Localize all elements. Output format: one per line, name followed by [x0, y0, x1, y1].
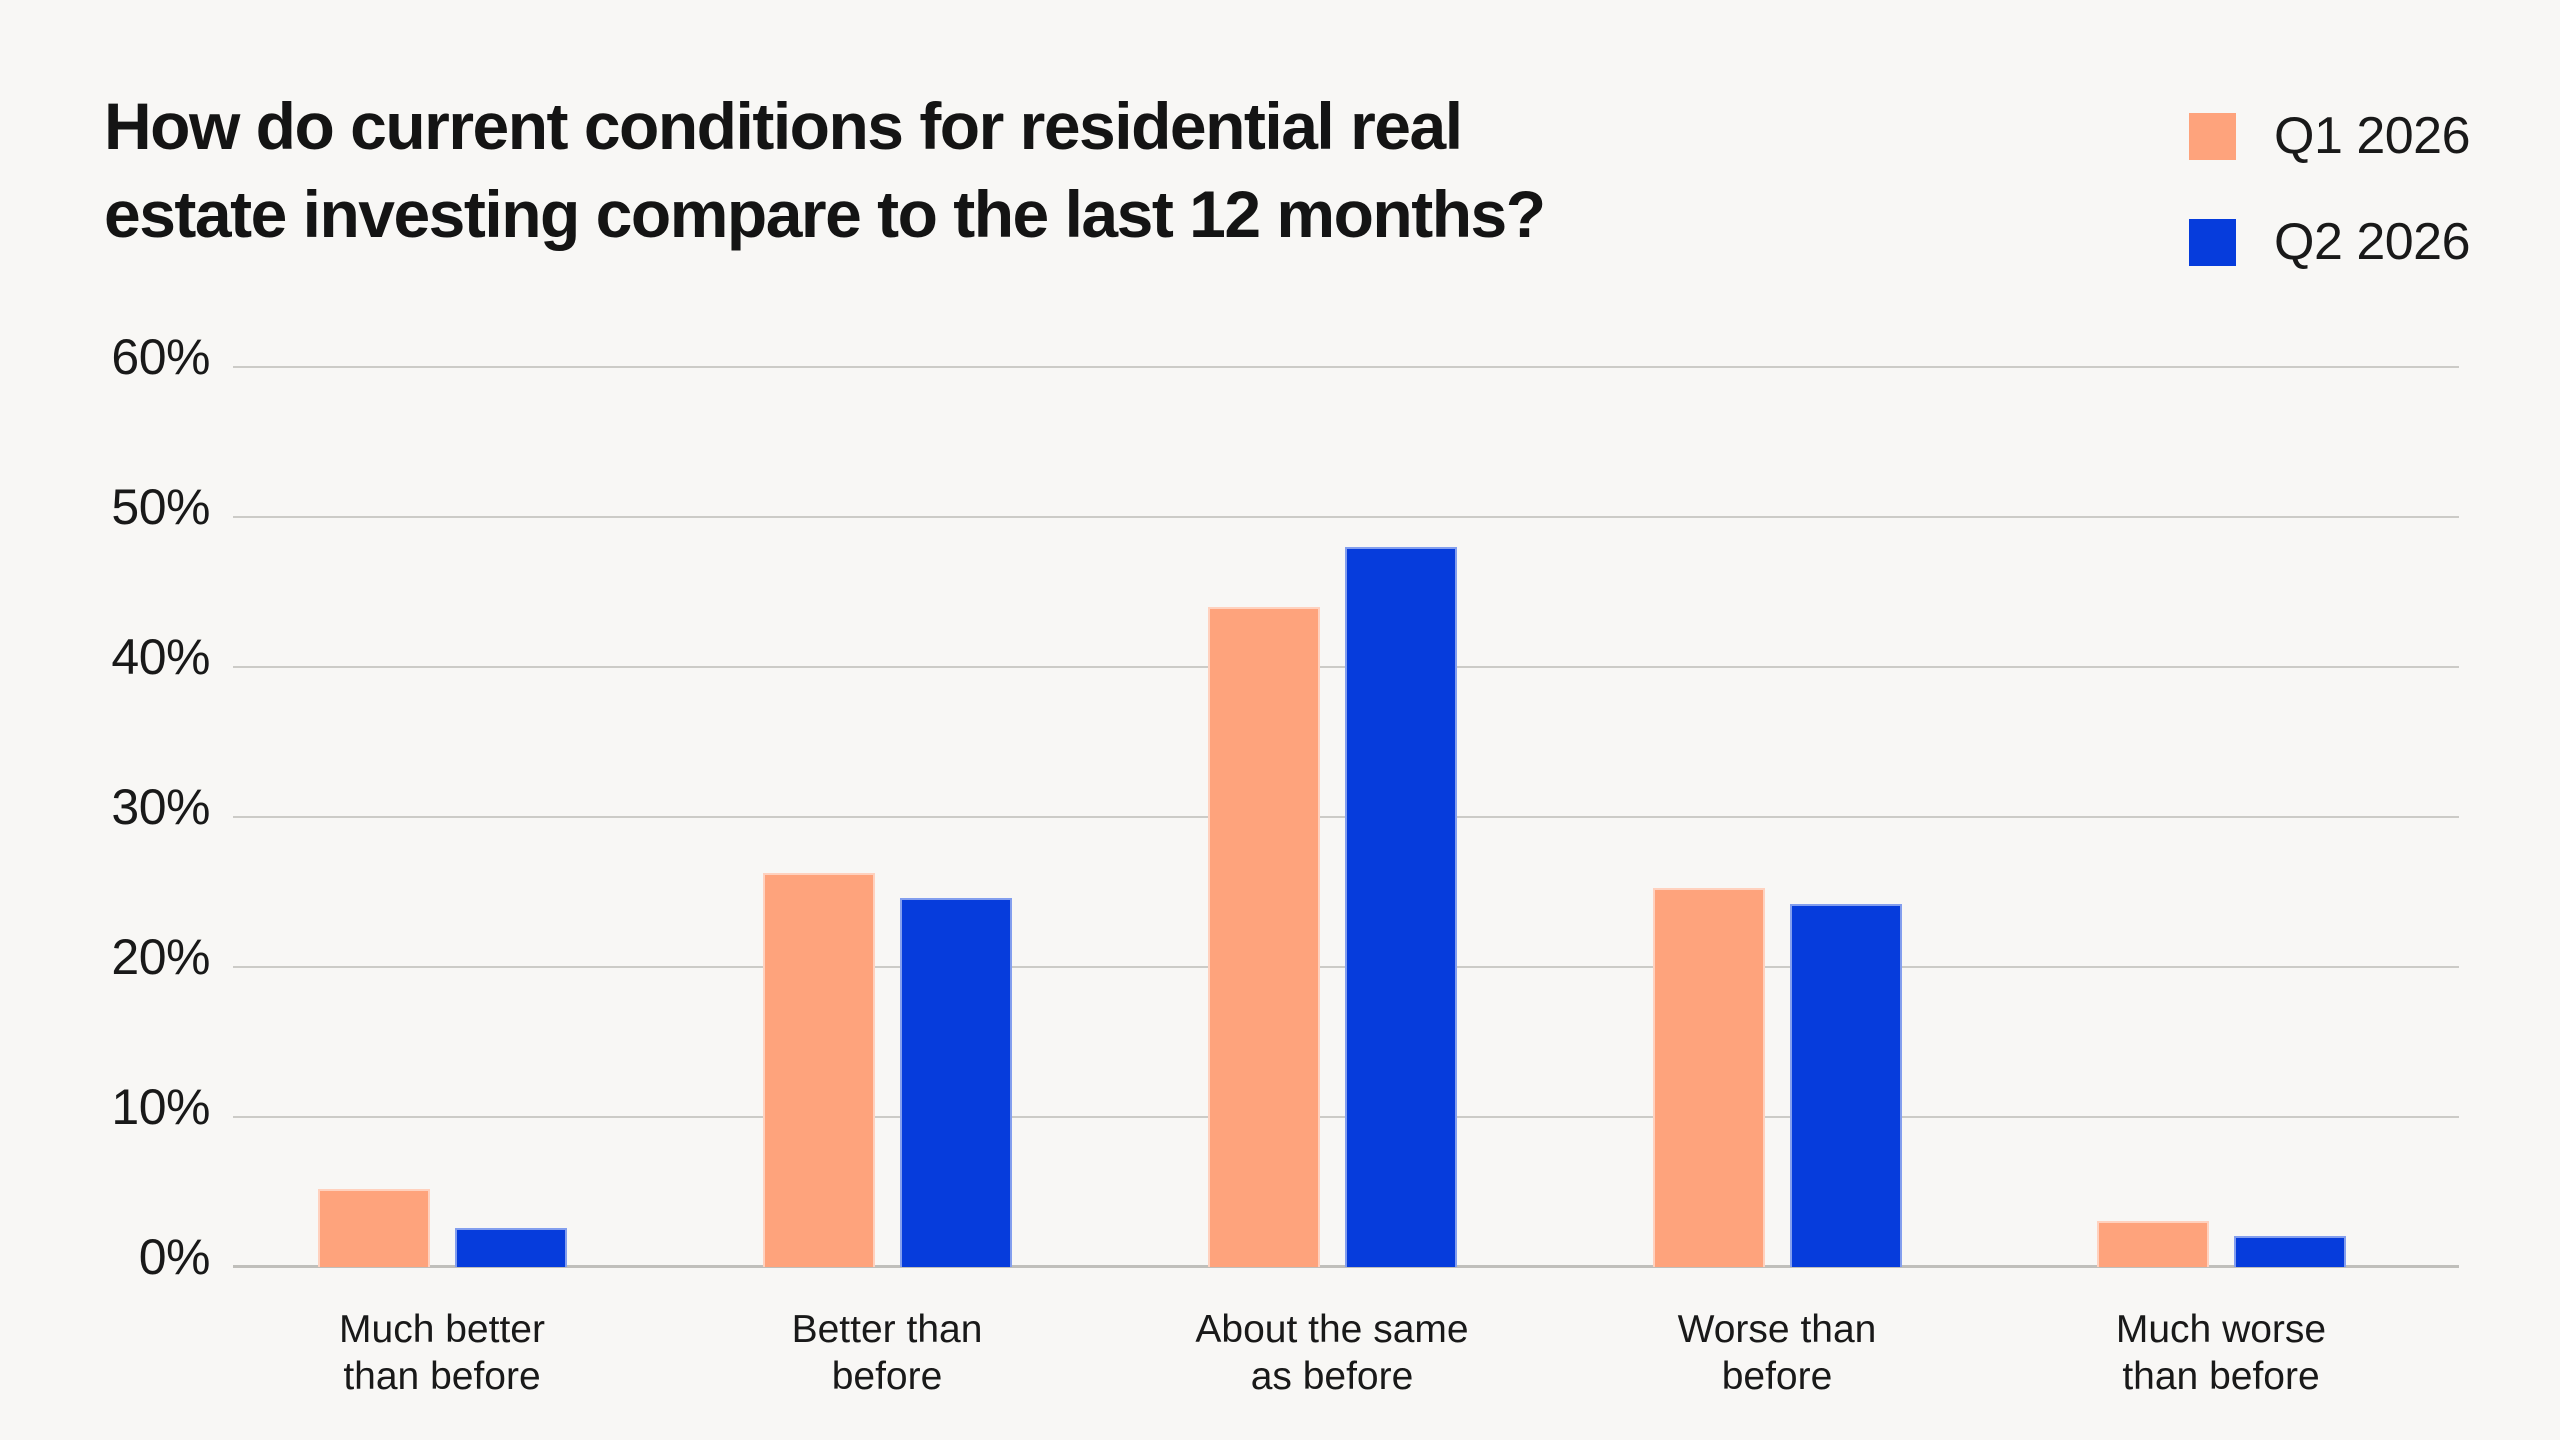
- page-title: How do current conditions for residentia…: [104, 82, 1546, 258]
- x-label-worse-than-before: Worse than before: [1557, 1306, 1997, 1400]
- x-label-about-the-same-as-before: About the same as before: [1112, 1306, 1552, 1400]
- bar-q1-2026-worse-than-before: [1652, 887, 1765, 1267]
- y-tick-label-40-pct: 40%: [111, 629, 210, 685]
- bar-q2-2026-much-worse-than-before: [2233, 1235, 2346, 1267]
- bar-q2-2026-worse-than-before: [1789, 904, 1902, 1267]
- bar-q1-2026-much-better-than-before: [317, 1189, 430, 1267]
- bar-q2-2026-much-better-than-before: [454, 1228, 567, 1267]
- plot-area: [233, 366, 2459, 1268]
- x-label-line: than before: [343, 1355, 541, 1398]
- x-label-line: Much worse: [2115, 1308, 2327, 1351]
- legend-item-q1-2026: Q1 2026: [2189, 106, 2471, 166]
- x-label-line: before: [831, 1355, 943, 1398]
- legend-item-q2-2026: Q2 2026: [2189, 212, 2471, 272]
- x-label-better-than-before: Better than before: [667, 1306, 1107, 1400]
- bar-q1-2026-much-worse-than-before: [2096, 1220, 2209, 1267]
- gridline-50-pct: [233, 516, 2459, 518]
- legend-swatch-q2-2026: [2189, 218, 2236, 266]
- y-tick-label-60-pct: 60%: [111, 329, 210, 385]
- y-tick-label-20-pct: 20%: [111, 929, 210, 985]
- x-label-line: Much better: [339, 1308, 545, 1351]
- bar-q1-2026-better-than-before: [762, 872, 875, 1267]
- x-label-line: than before: [2122, 1355, 2320, 1398]
- gridline-60-pct: [233, 366, 2459, 368]
- y-tick-label-0-pct: 0%: [138, 1229, 211, 1285]
- y-tick-label-30-pct: 30%: [111, 779, 210, 835]
- x-label-line: before: [1721, 1355, 1833, 1398]
- legend-label-q1-2026: Q1 2026: [2274, 107, 2471, 165]
- legend-swatch-q1-2026: [2189, 112, 2236, 160]
- legend: Q1 2026 Q2 2026: [2189, 106, 2471, 272]
- x-label-line: About the same: [1195, 1308, 1469, 1351]
- x-label-much-worse-than-before: Much worse than before: [2001, 1306, 2441, 1400]
- x-label-line: Better than: [791, 1308, 983, 1351]
- page-title-line1: How do current conditions for residentia…: [104, 89, 1463, 163]
- x-label-much-better-than-before: Much better than before: [222, 1306, 662, 1400]
- y-tick-label-10-pct: 10%: [111, 1079, 210, 1135]
- x-label-line: Worse than: [1677, 1308, 1877, 1351]
- bar-q1-2026-about-the-same-as-before: [1207, 607, 1320, 1267]
- x-label-line: as before: [1250, 1355, 1414, 1398]
- y-tick-label-50-pct: 50%: [111, 479, 210, 535]
- legend-label-q2-2026: Q2 2026: [2274, 213, 2471, 271]
- bar-q2-2026-about-the-same-as-before: [1344, 547, 1457, 1267]
- page-title-line2: estate investing compare to the last 12 …: [104, 177, 1546, 251]
- bar-q2-2026-better-than-before: [899, 898, 1012, 1267]
